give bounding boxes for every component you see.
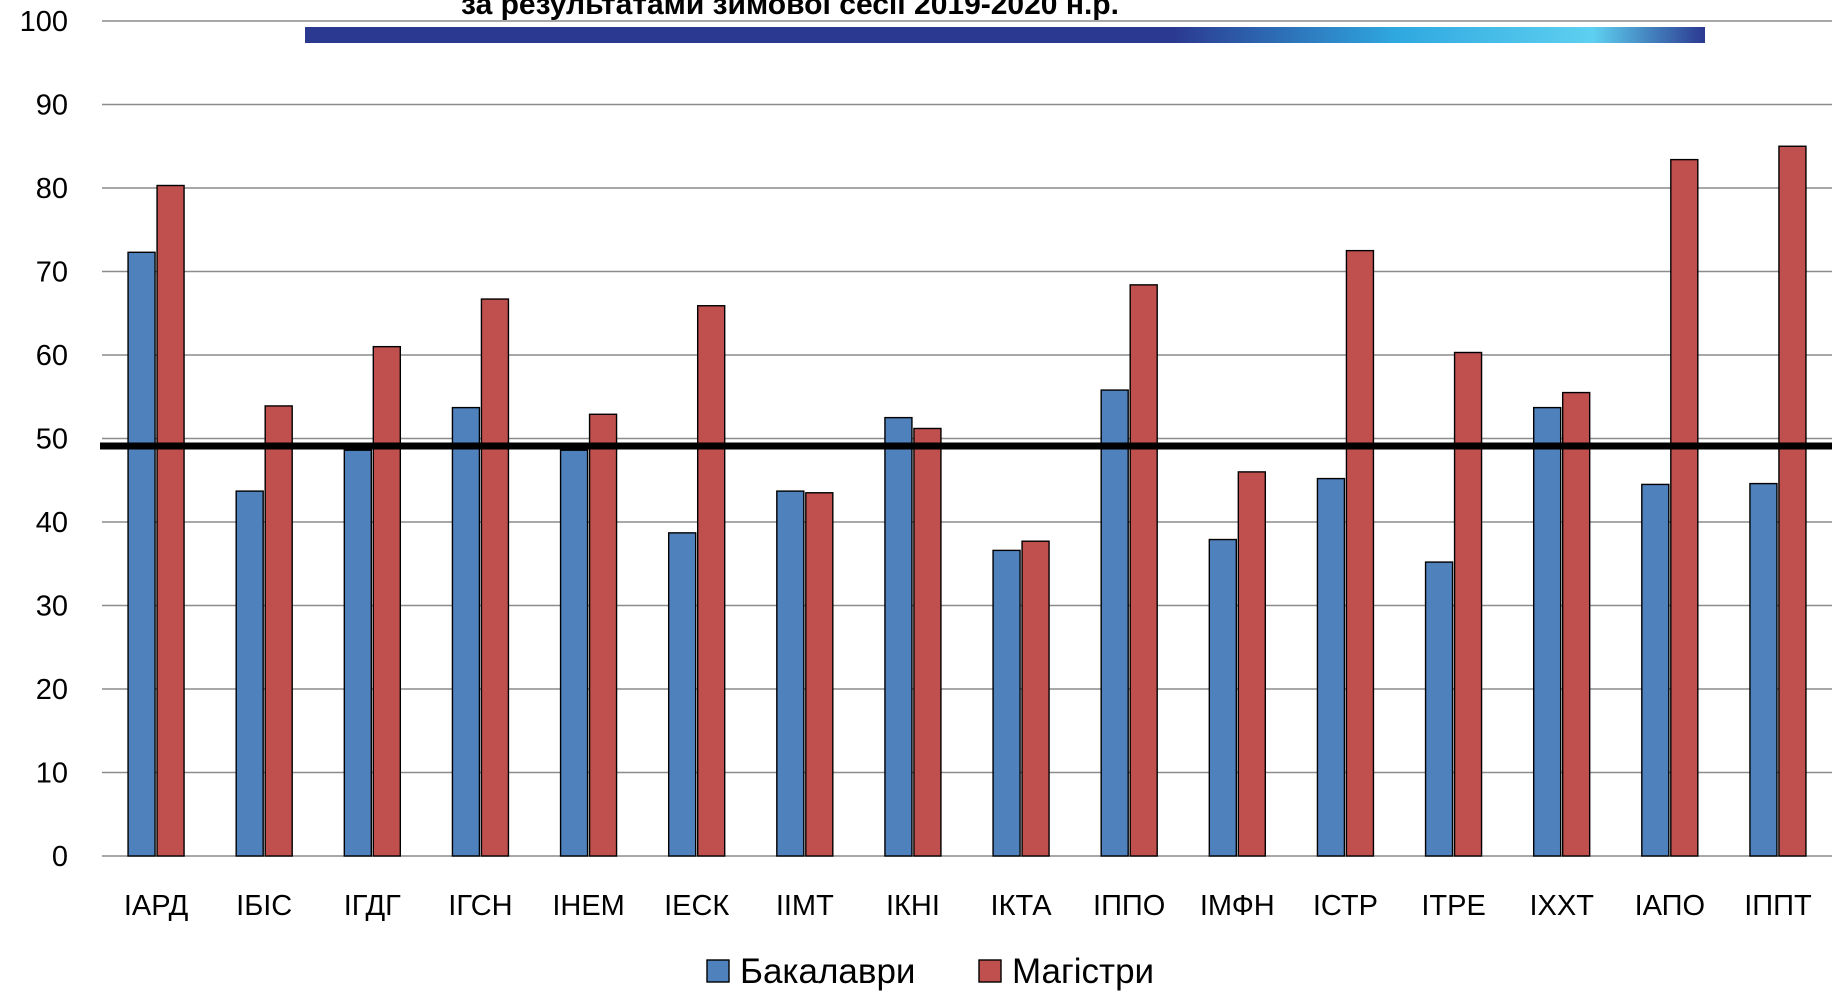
x-tick-label: ІТРЕ xyxy=(1421,890,1485,922)
x-tick-label: ІХХТ xyxy=(1529,890,1594,922)
bar-bachelor xyxy=(343,449,373,857)
bar-bachelor xyxy=(127,251,156,857)
bar-bachelor xyxy=(884,416,913,857)
x-axis-ticks: ІАРД ІБІС ІГДГ ІГСН ІНЕМ ІЕСК ІІМТ ІКНІ ІКТА ІППО… xyxy=(124,890,1812,922)
legend-label: Магістри xyxy=(1012,952,1154,991)
y-tick-label: 80 xyxy=(36,173,68,205)
chart-title: за результатами зимової сесії 2019-2020 … xyxy=(461,0,1119,21)
y-tick-label: 10 xyxy=(36,758,68,790)
y-tick-label: 30 xyxy=(36,591,68,623)
y-tick-label: 90 xyxy=(36,90,68,122)
bar-master xyxy=(1670,158,1699,857)
bar-master xyxy=(588,413,618,857)
legend-swatch xyxy=(978,959,1002,983)
bar-bachelor xyxy=(235,490,264,857)
y-tick-label: 20 xyxy=(36,674,68,706)
bar-bachelor xyxy=(1316,477,1346,857)
y-axis-ticks: 0 10 20 30 40 50 60 70 80 90 100 xyxy=(20,6,68,873)
bars xyxy=(127,145,1807,857)
bar-master xyxy=(805,492,834,857)
x-tick-label: ІАРД xyxy=(124,890,189,922)
x-tick-label: ІБІС xyxy=(236,890,292,922)
x-tick-label: ІГДГ xyxy=(344,890,401,922)
y-tick-label: 0 xyxy=(52,841,68,873)
bar-master xyxy=(156,184,185,857)
bar-master xyxy=(913,427,942,857)
x-tick-label: ІКНІ xyxy=(886,890,940,922)
x-tick-label: ІСТР xyxy=(1313,890,1378,922)
bar-bachelor xyxy=(1749,482,1778,857)
x-tick-label: ІНЕМ xyxy=(552,890,625,922)
x-tick-label: ІІМТ xyxy=(776,890,834,922)
bar-master xyxy=(480,298,510,857)
banner-strip xyxy=(305,27,1705,43)
bar-bachelor xyxy=(1424,561,1454,857)
x-tick-label: ІМФН xyxy=(1200,890,1275,922)
y-tick-label: 100 xyxy=(20,6,68,38)
x-tick-label: ІКТА xyxy=(991,890,1053,922)
bar-bachelor xyxy=(1532,406,1562,857)
bar-bachelor xyxy=(1100,389,1129,857)
bar-master xyxy=(1021,540,1050,857)
bar-bachelor xyxy=(451,406,481,857)
bar-master xyxy=(1237,471,1267,857)
title-banner xyxy=(305,27,1705,43)
legend-label: Бакалаври xyxy=(740,952,915,991)
legend: Бакалаври Магістри xyxy=(706,952,1154,991)
bar-bachelor xyxy=(776,490,805,857)
y-tick-label: 40 xyxy=(36,507,68,539)
bar-bachelor xyxy=(992,549,1021,857)
bar-master xyxy=(1345,249,1375,857)
x-tick-label: ІГСН xyxy=(448,890,512,922)
bar-master xyxy=(1129,284,1158,857)
x-tick-label: ІППО xyxy=(1093,890,1165,922)
x-tick-label: ІАПО xyxy=(1635,890,1705,922)
bar-bachelor xyxy=(1208,538,1238,857)
bar-master xyxy=(372,345,402,857)
bar-master xyxy=(696,305,726,857)
x-tick-label: ІППТ xyxy=(1744,890,1812,922)
bar-master xyxy=(1453,351,1483,857)
bar-bachelor xyxy=(667,532,697,857)
legend-swatch xyxy=(706,959,730,983)
bar-bachelor xyxy=(1641,483,1670,857)
bar-master xyxy=(1561,391,1591,857)
bar-master xyxy=(1778,145,1807,857)
bar-master xyxy=(264,405,293,857)
y-tick-label: 60 xyxy=(36,340,68,372)
bar-bachelor xyxy=(559,449,589,857)
y-tick-label: 50 xyxy=(36,424,68,456)
x-tick-label: ІЕСК xyxy=(664,890,729,922)
y-tick-label: 70 xyxy=(36,257,68,289)
